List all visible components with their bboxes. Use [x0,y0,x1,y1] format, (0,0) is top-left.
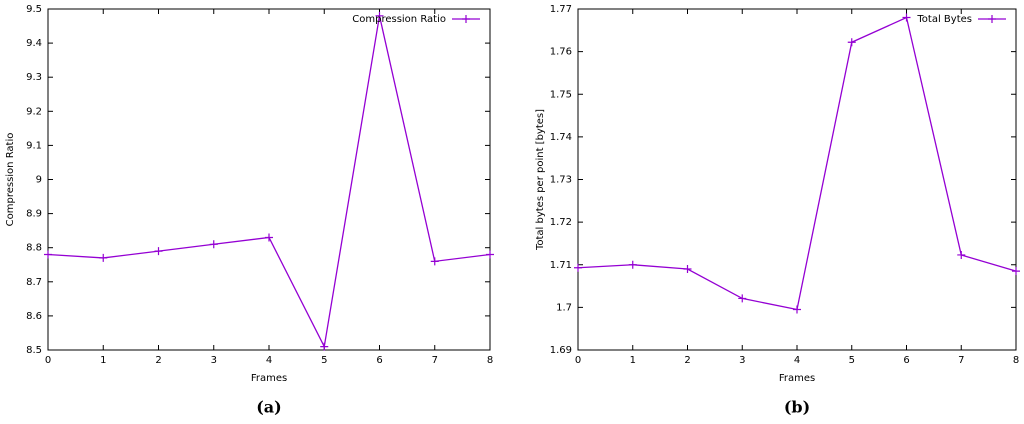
x-tick-label: 6 [903,355,909,366]
y-tick-label: 8.9 [26,209,42,220]
x-tick-label: 0 [45,355,51,366]
caption: (a) [256,398,282,417]
series-line [47,15,491,349]
caption: (b) [784,398,810,417]
y-tick-label: 8.5 [26,345,42,356]
x-tick-label: 3 [739,355,745,366]
y-tick-label: 8.6 [26,311,42,322]
point-marker [574,263,582,272]
point-marker [683,265,692,274]
x-tick-label: 3 [211,355,217,366]
legend-label: Total Bytes [916,14,972,25]
point-marker [902,13,911,22]
x-tick-label: 2 [684,355,690,366]
x-tick-label: 8 [487,355,493,366]
y-axis-label: Compression Ratio [5,133,16,227]
x-tick-label: 2 [155,355,161,366]
legend-label: Compression Ratio [352,14,446,25]
x-tick-label: 1 [630,355,636,366]
y-tick-label: 9.1 [26,140,42,151]
x-tick-label: 4 [794,355,800,366]
y-tick-label: 8.8 [26,243,42,254]
point-marker [793,305,801,314]
x-tick-label: 1 [100,355,106,366]
y-tick-label: 9.4 [26,38,42,49]
y-tick-label: 1.7 [556,302,572,313]
legend-marker [462,15,470,23]
y-tick-label: 1.76 [550,47,572,58]
x-tick-label: 5 [321,355,327,366]
point-marker [486,250,494,259]
plot-frame [47,8,491,351]
x-tick-label: 4 [266,355,272,366]
y-tick-label: 8.7 [26,277,42,288]
y-tick-label: 1.77 [550,4,572,15]
point-marker [209,240,218,249]
x-tick-label: 7 [958,355,964,366]
point-marker [265,233,273,242]
point-marker [430,257,439,266]
y-tick-label: 9.2 [26,106,42,117]
point-marker [957,250,966,259]
y-tick-label: 1.75 [550,89,572,100]
x-axis-label: Frames [779,373,815,384]
point-marker [154,247,163,256]
y-tick-label: 1.74 [550,132,572,143]
y-tick-label: 9.5 [26,4,42,15]
series-line [577,16,1017,311]
x-tick-label: 7 [432,355,438,366]
point-marker [44,250,52,259]
plot-frame [577,8,1017,351]
point-marker [99,253,108,262]
y-tick-label: 9 [36,175,42,186]
x-tick-label: 6 [376,355,382,366]
y-axis-label: Total bytes per point [bytes] [535,109,546,251]
legend-marker [988,15,996,23]
x-tick-label: 0 [575,355,581,366]
y-tick-label: 1.72 [550,217,572,228]
point-marker [320,342,329,351]
y-tick-label: 1.69 [550,345,572,356]
point-marker [375,11,384,20]
point-marker [847,38,856,47]
x-tick-label: 5 [849,355,855,366]
point-marker [738,294,747,303]
point-marker [1012,267,1020,276]
point-marker [628,260,637,269]
x-tick-label: 8 [1013,355,1019,366]
y-tick-label: 1.73 [550,175,572,186]
x-axis-label: Frames [251,373,287,384]
y-tick-label: 1.71 [550,260,572,271]
y-tick-label: 9.3 [26,72,42,83]
